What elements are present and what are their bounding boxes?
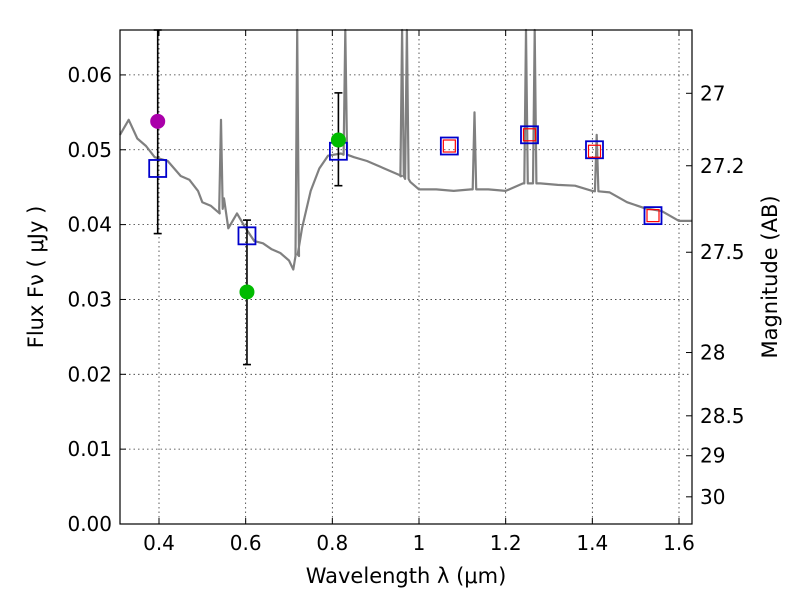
red-photometry-point xyxy=(587,144,602,158)
model-photometry-point xyxy=(148,159,168,178)
x-axis-label: Wavelength λ (μm) xyxy=(306,564,507,588)
red-photometry-point xyxy=(646,209,660,223)
y2-tick-label: 29 xyxy=(700,444,725,468)
model-photometry-point xyxy=(585,140,604,160)
model-photometry-point xyxy=(643,206,663,226)
y-tick-label: 0.02 xyxy=(67,362,112,386)
model-photometry-point xyxy=(237,226,257,246)
y2-tick-label: 27.5 xyxy=(700,240,745,264)
y-axis-label: Flux Fν ( μJy ) xyxy=(24,206,48,349)
y2-tick-label: 28 xyxy=(700,341,725,365)
markers xyxy=(148,113,663,300)
x-tick-label: 1.2 xyxy=(490,531,522,555)
observed-flux-point xyxy=(330,132,346,148)
x-tick-label: 1.4 xyxy=(576,531,608,555)
observed-flux-point xyxy=(239,284,255,300)
model-photometry-point xyxy=(439,136,459,156)
x-tick-label: 1 xyxy=(413,531,426,555)
plot-frame xyxy=(119,29,693,525)
x-tick-label: 1.6 xyxy=(663,531,695,555)
red-photometry-point xyxy=(442,139,456,153)
ticks: 0.4 0.6 0.8 1 1.2 1.4 1.6 0.00 0.01 0.02 0.03 0.04 0… xyxy=(67,30,745,555)
model-photometry-point xyxy=(520,125,539,145)
y-tick-label: 0.05 xyxy=(67,138,112,162)
y2-tick-label: 27 xyxy=(700,81,725,105)
x-tick-label: 0.8 xyxy=(316,531,348,555)
error-bars xyxy=(153,29,343,366)
x-tick-label: 0.4 xyxy=(143,531,175,555)
observed-flux-point xyxy=(150,113,166,129)
y-tick-label: 0.00 xyxy=(67,512,112,536)
y2-tick-label: 28.5 xyxy=(700,404,745,428)
y2-tick-label: 30 xyxy=(700,485,725,509)
red-photometry-point xyxy=(522,128,537,142)
y-tick-label: 0.06 xyxy=(67,63,112,87)
model-sed-line xyxy=(119,28,692,271)
x-tick-label: 0.6 xyxy=(230,531,262,555)
y-tick-label: 0.04 xyxy=(67,213,112,237)
y2-axis-label: Magnitude (AB) xyxy=(758,195,782,358)
y2-tick-label: 27.2 xyxy=(700,154,745,178)
model-sed-curve-layer xyxy=(119,28,692,271)
y-tick-label: 0.01 xyxy=(67,437,112,461)
y-tick-label: 0.03 xyxy=(67,287,112,311)
